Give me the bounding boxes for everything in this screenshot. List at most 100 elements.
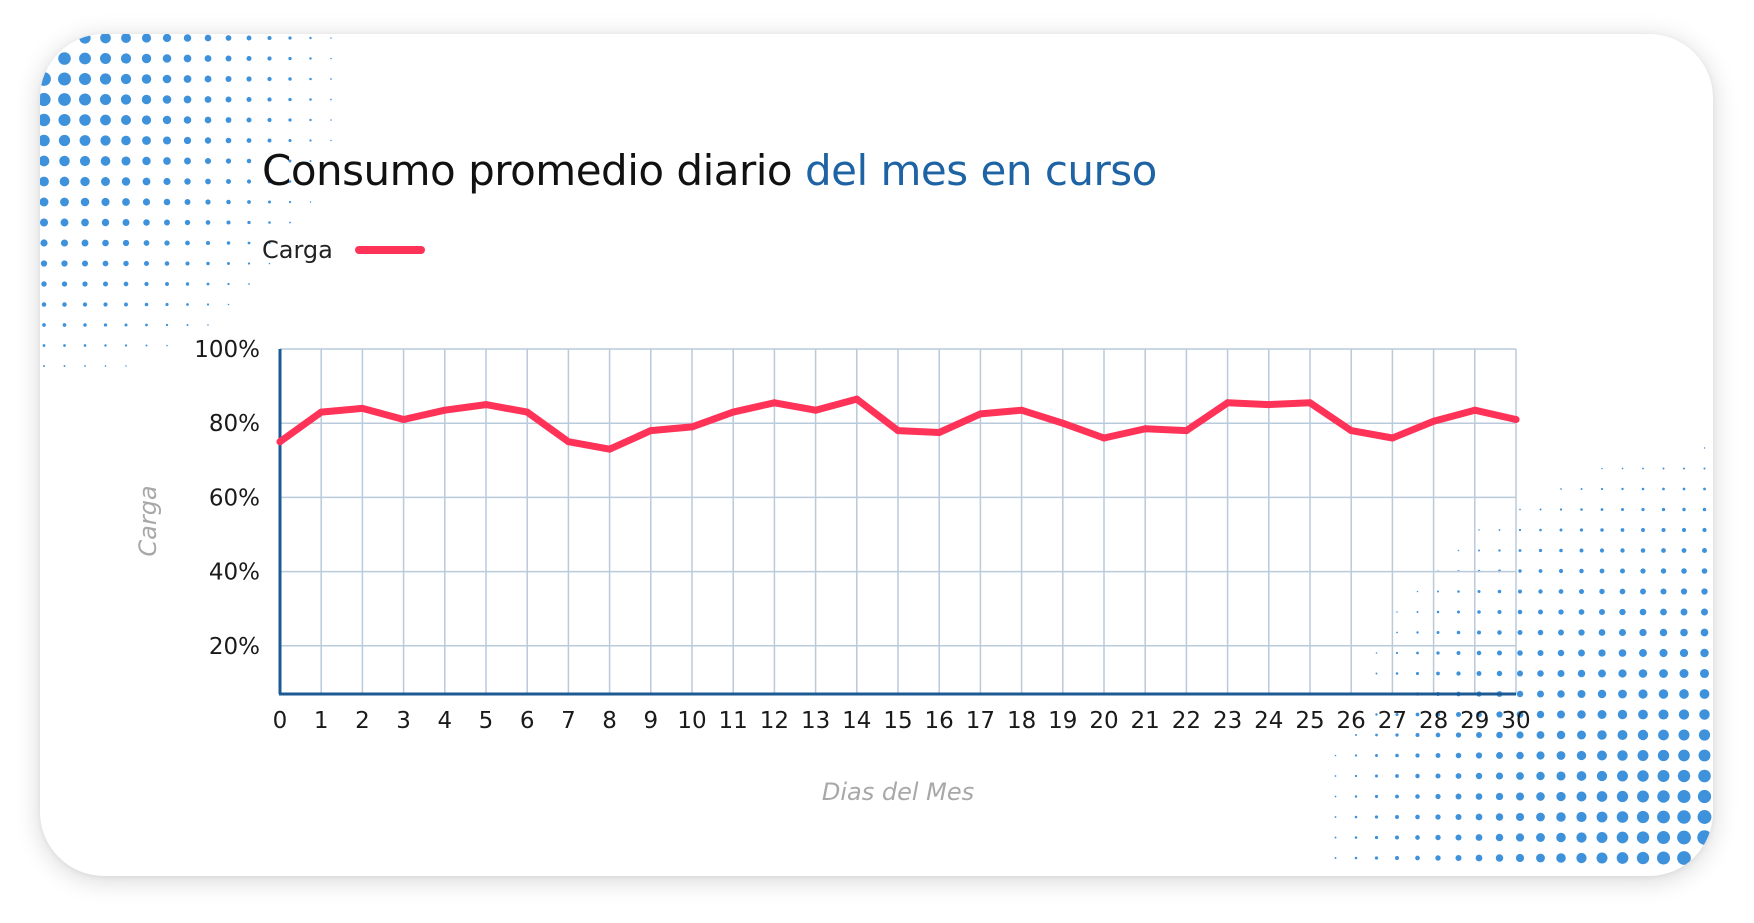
top-left-dot: [206, 261, 210, 266]
bottom-right-dot: [1559, 528, 1563, 532]
top-left-dot: [103, 281, 108, 287]
bottom-right-dot: [1476, 630, 1482, 635]
bottom-right-dot: [1476, 711, 1482, 718]
bottom-right-dot: [1476, 650, 1482, 656]
bottom-right-dot: [1456, 651, 1461, 655]
top-left-dot: [247, 262, 251, 265]
top-left-dot: [268, 262, 271, 265]
title-main: Consumo promedio diario: [262, 146, 793, 195]
bottom-right-dot: [1354, 836, 1358, 839]
x-tick-label: 11: [719, 708, 748, 734]
bottom-right-dot: [1577, 669, 1586, 678]
bottom-right-dot: [1616, 811, 1629, 823]
bottom-right-dot: [1435, 753, 1441, 758]
y-axis-title: Carga: [134, 485, 162, 556]
series-points: [276, 395, 1520, 453]
bottom-right-dot: [1596, 852, 1608, 864]
bottom-right-dot: [1677, 810, 1691, 824]
top-left-dot: [40, 113, 51, 127]
bottom-right-dot: [1677, 790, 1691, 803]
bottom-right-dot: [1416, 631, 1419, 634]
bottom-right-dot: [1578, 588, 1585, 595]
data-point: [1388, 434, 1396, 442]
bottom-right-dot: [1538, 609, 1543, 615]
bottom-right-dot: [1456, 630, 1461, 635]
bottom-right-dot: [1496, 752, 1503, 759]
bottom-right-dot: [1596, 770, 1608, 782]
bottom-right-dot: [1518, 589, 1522, 594]
bottom-right-dot: [1536, 833, 1545, 842]
bottom-right-dot: [1639, 628, 1647, 637]
top-left-dot: [120, 73, 132, 85]
bottom-right-dot: [1435, 773, 1441, 779]
bottom-right-dot: [1556, 812, 1566, 822]
top-left-dot: [183, 75, 192, 83]
bottom-right-dot: [1539, 508, 1542, 511]
top-left-dot: [225, 158, 232, 164]
top-left-dot: [288, 200, 292, 204]
top-left-dot: [40, 34, 51, 45]
top-left-dot: [225, 117, 232, 123]
x-tick-label: 15: [883, 708, 912, 734]
top-left-dot: [84, 365, 86, 367]
bottom-right-dot: [1559, 508, 1563, 511]
bottom-right-dot: [1375, 713, 1378, 716]
top-left-dot: [267, 200, 272, 204]
bottom-right-dot: [1395, 753, 1399, 758]
bottom-right-dot: [1620, 507, 1625, 512]
bottom-right-dot: [1498, 549, 1501, 552]
bottom-right-dot: [1375, 754, 1378, 757]
bottom-right-dot: [1556, 730, 1566, 740]
bottom-right-dot: [1637, 790, 1649, 803]
bottom-right-dot: [1599, 588, 1605, 595]
bottom-right-dot: [1457, 549, 1460, 552]
y-tick-label: 80%: [209, 411, 260, 437]
bottom-right-dot: [1601, 467, 1603, 470]
bottom-right-dot: [1699, 668, 1710, 679]
bottom-right-dot: [1495, 813, 1504, 821]
bottom-right-dot: [1617, 770, 1628, 782]
bottom-right-dot: [1576, 832, 1587, 843]
x-tick-label: 17: [966, 708, 995, 734]
data-point: [1059, 419, 1067, 427]
top-left-dot: [225, 55, 232, 62]
bottom-right-dot: [1516, 711, 1524, 718]
top-left-dot: [288, 77, 292, 81]
top-left-dot: [288, 36, 292, 40]
bottom-right-dot: [1640, 588, 1646, 595]
bottom-right-dot: [1334, 754, 1337, 757]
bottom-right-dot: [1598, 629, 1606, 636]
top-left-dot: [247, 200, 251, 204]
data-point: [976, 410, 984, 418]
top-left-dot: [164, 219, 170, 226]
top-left-dot: [247, 241, 251, 245]
x-tick-label: 20: [1089, 708, 1118, 734]
bottom-right-dot: [1681, 568, 1687, 574]
data-point: [1100, 434, 1108, 442]
bottom-right-dot: [1637, 729, 1649, 741]
top-left-dot: [121, 135, 131, 146]
bottom-right-dot: [1637, 770, 1649, 782]
bottom-right-dot: [1396, 631, 1398, 634]
top-left-dot: [162, 95, 172, 104]
bottom-right-dot: [1597, 710, 1607, 719]
top-left-dot: [101, 177, 110, 186]
x-tick-label: 16: [925, 708, 954, 734]
bottom-right-dot: [1536, 853, 1545, 863]
top-left-dot: [205, 178, 211, 185]
top-left-dot: [204, 34, 212, 42]
bottom-right-dot: [1415, 835, 1420, 840]
top-left-dot: [58, 113, 71, 127]
decorative-dots-top-left: [40, 34, 332, 367]
top-left-dot: [141, 53, 152, 64]
bottom-right-dot: [1616, 790, 1629, 803]
bottom-right-dot: [1642, 467, 1644, 470]
bottom-right-dot: [1658, 709, 1669, 720]
bottom-right-dot: [1416, 611, 1419, 613]
bottom-right-dot: [1537, 670, 1544, 677]
top-left-dot: [144, 302, 149, 307]
top-left-dot: [226, 179, 231, 184]
top-left-dot: [330, 119, 332, 121]
x-tick-label: 1: [314, 708, 329, 734]
x-tick-label: 27: [1378, 708, 1407, 734]
